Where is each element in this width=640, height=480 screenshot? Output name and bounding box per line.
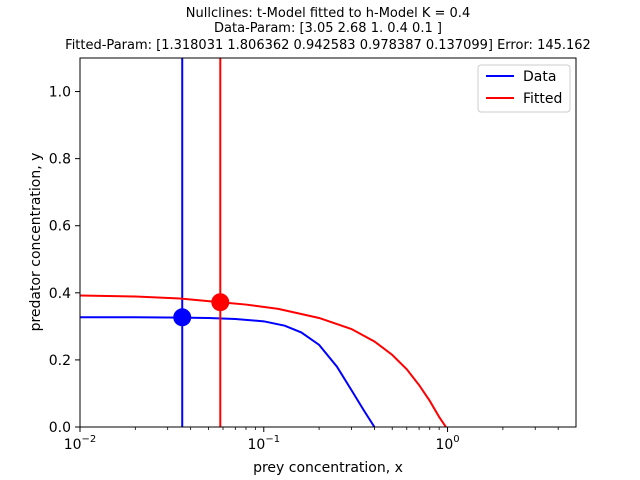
y-tick-label: 0.0: [49, 420, 71, 436]
axes-frame: [79, 57, 577, 428]
legend-label-data: Data: [523, 69, 556, 85]
x-tick-label: 10−1: [247, 434, 280, 453]
y-axis-label: predator concentration, y: [28, 153, 44, 332]
y-tick-label: 0.6: [49, 219, 71, 235]
y-tick-label: 1.0: [49, 85, 71, 101]
legend: Data Fitted: [477, 64, 571, 113]
title-line-3: Fitted-Param: [1.318031 1.806362 0.94258…: [65, 38, 591, 53]
title-line-1: Nullclines: t-Model fitted to h-Model K …: [186, 6, 470, 21]
y-axis-ticks: 0.0 0.2 0.4 0.6 0.8 1.0: [49, 85, 80, 436]
x-axis-ticks: 10−2 10−1 100: [64, 427, 559, 453]
plot-area: [80, 58, 447, 427]
y-tick-label: 0.4: [49, 286, 71, 302]
fitted-equilibrium-point: [211, 293, 230, 312]
x-tick-label: 10−2: [64, 434, 97, 453]
y-tick-label: 0.2: [49, 353, 71, 369]
fitted-horizontal-nullcline: [80, 294, 447, 427]
chart-title: Nullclines: t-Model fitted to h-Model K …: [65, 6, 591, 53]
data-equilibrium-point: [173, 308, 192, 327]
data-horizontal-nullcline: [80, 316, 376, 427]
x-tick-label: 100: [435, 434, 459, 453]
equilibrium-markers: [173, 293, 230, 327]
x-axis-label: prey concentration, x: [253, 460, 403, 476]
legend-label-fitted: Fitted: [523, 91, 562, 107]
title-line-2: Data-Param: [3.05 2.68 1. 0.4 0.1 ]: [214, 21, 442, 36]
y-tick-label: 0.8: [49, 152, 71, 168]
